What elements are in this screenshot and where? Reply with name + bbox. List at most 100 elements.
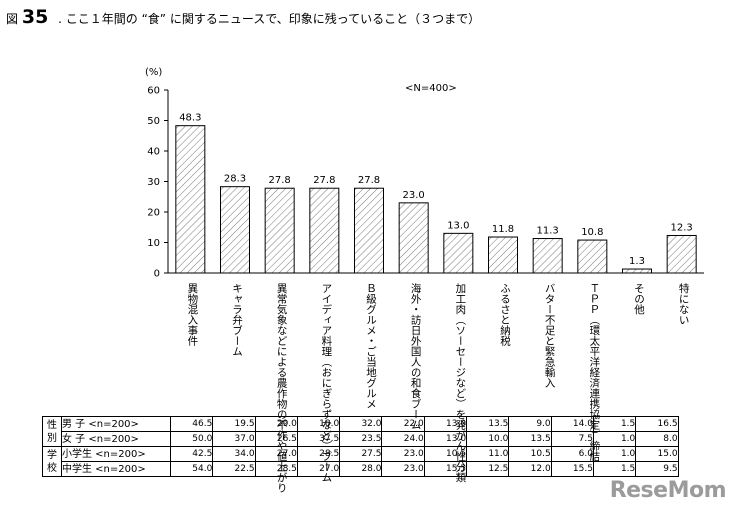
bar-value-label: 10.8 — [581, 227, 603, 238]
bar — [398, 202, 429, 274]
bar-value-label: 48.3 — [179, 113, 201, 124]
table-cell: 42.5 — [169, 446, 214, 462]
table-cell: 29.0 — [254, 416, 298, 432]
table-cell: 54.0 — [169, 461, 214, 477]
category-label: 海外・訪日外国人の和食ブーム — [409, 283, 422, 430]
table-cell: 24.0 — [381, 431, 425, 447]
row-label: 女 子 <n=200> — [61, 431, 171, 447]
table-row: 性別男 子 <n=200> 46.5 19.5 29.0 18.0 32.0 22.0 13.… — [42, 416, 679, 447]
table-cell: 15.5 — [550, 461, 594, 477]
bar-chart: (%) <N=400> 48.3 28.3 27.8 27.8 27.8 23.0 13.0… — [145, 67, 704, 280]
table-cell: 15.0 — [635, 446, 679, 462]
table-cell: 28.0 — [339, 461, 383, 477]
bar — [577, 239, 608, 274]
title-text: . ここ１年間の “食” に関するニュースで、印象に残っていること（３つまで） — [58, 12, 481, 26]
table-cell: 13.0 — [423, 416, 468, 432]
bar-value-label: 13.0 — [447, 220, 469, 231]
table-cell: 26.5 — [254, 431, 298, 447]
bar-value-label: 23.0 — [403, 190, 425, 201]
bar — [264, 187, 295, 274]
y-tick-label: 40 — [147, 147, 160, 158]
y-tick-label: 10 — [147, 238, 160, 249]
table-cell: 9.5 — [635, 461, 679, 477]
figure-label: 図 — [6, 12, 19, 26]
table-cell: 12.5 — [466, 461, 510, 477]
table-row: 女 子 <n=200> 50.0 37.0 26.5 37.5 23.5 24.0 13.0 1… — [43, 431, 679, 447]
bar — [488, 236, 518, 274]
chart-title: 図 35 . ここ１年間の “食” に関するニュースで、印象に残っていること（３… — [6, 6, 480, 28]
table-cell: 11.0 — [466, 446, 510, 462]
table-cell: 22.5 — [212, 461, 256, 477]
bar — [666, 234, 697, 274]
category-label: 特にない — [677, 283, 690, 325]
row-label: 中学生 <n=200> — [61, 461, 171, 477]
bar — [443, 232, 474, 274]
table-cell: 23.0 — [381, 461, 425, 477]
bar — [309, 187, 340, 274]
table-cell: 50.0 — [169, 431, 214, 447]
table-cell: 19.5 — [212, 416, 256, 432]
table-cell: 28.5 — [296, 446, 341, 462]
table-cell: 1.5 — [592, 461, 637, 477]
y-tick-label: 30 — [147, 177, 160, 188]
table-cell: 6.0 — [550, 446, 594, 462]
bar — [622, 268, 652, 274]
bar-value-label: 27.8 — [269, 175, 291, 186]
table-cell: 34.0 — [212, 446, 256, 462]
table-cell: 27.5 — [339, 446, 383, 462]
table-cell: 7.5 — [550, 431, 594, 447]
table-cell: 9.0 — [508, 416, 552, 432]
table-cell: 13.5 — [466, 416, 510, 432]
table-cell: 13.0 — [423, 431, 468, 447]
bar-value-label: 1.3 — [629, 256, 645, 267]
table-cell: 32.0 — [339, 416, 383, 432]
table-cell: 14.0 — [550, 416, 594, 432]
category-label: Ｂ級グルメ・ご当地グルメ — [365, 283, 377, 409]
bar — [175, 125, 206, 274]
resemom-watermark: ReseMom — [609, 478, 727, 503]
bar-value-label: 28.3 — [224, 174, 246, 185]
bar — [532, 238, 563, 274]
table-cell: 10.0 — [466, 431, 510, 447]
y-tick-label: 50 — [147, 116, 160, 127]
table-cell: 23.5 — [339, 431, 383, 447]
category-label: 異物混入事件 — [186, 283, 199, 346]
figure-number: 35 — [21, 6, 49, 28]
group-label: 学校 — [42, 446, 62, 477]
y-tick-label: 0 — [154, 269, 160, 280]
table-cell: 15.5 — [423, 461, 468, 477]
category-label: ふるさと納税 — [499, 283, 511, 346]
table-cell: 1.5 — [592, 416, 637, 432]
breakdown-table: 性別男 子 <n=200> 46.5 19.5 29.0 18.0 32.0 22.0 13.… — [42, 416, 679, 477]
table-cell: 46.5 — [169, 416, 214, 432]
table-cell: 37.0 — [212, 431, 256, 447]
table-row: 学校小学生 <n=200> 42.5 34.0 27.0 28.5 27.5 23.0 10.… — [42, 446, 679, 477]
category-label: バター不足と緊急輸入 — [543, 283, 556, 388]
table-row: 中学生 <n=200> 54.0 22.5 28.5 27.0 28.0 23.0 15.5 1… — [43, 461, 679, 477]
table-cell: 23.0 — [381, 446, 425, 462]
table-cell: 28.5 — [254, 461, 298, 477]
table-cell: 18.0 — [296, 416, 341, 432]
table-cell: 16.5 — [635, 416, 679, 432]
y-axis-unit-label: (%) — [145, 67, 162, 78]
y-tick-label: 20 — [147, 208, 160, 219]
table-cell: 37.5 — [296, 431, 341, 447]
table-cell: 10.5 — [423, 446, 468, 462]
table-cell: 1.0 — [592, 446, 637, 462]
table-cell: 1.0 — [592, 431, 637, 447]
bar — [354, 187, 384, 274]
table-cell: 27.0 — [296, 461, 341, 477]
sample-size-label: <N=400> — [405, 83, 457, 94]
group-label: 性別 — [42, 416, 62, 447]
bar-value-label: 27.8 — [358, 175, 380, 186]
table-cell: 10.5 — [508, 446, 552, 462]
table-cell: 22.0 — [381, 416, 425, 432]
table-cell: 27.0 — [254, 446, 298, 462]
table-cell: 12.0 — [508, 461, 552, 477]
category-label: その他 — [633, 283, 645, 315]
category-label: キャラ弁ブーム — [231, 283, 243, 357]
row-label: 男 子 <n=200> — [61, 416, 171, 432]
bar-value-label: 27.8 — [313, 175, 335, 186]
table-cell: 8.0 — [635, 431, 679, 447]
bar-value-label: 12.3 — [671, 222, 693, 233]
